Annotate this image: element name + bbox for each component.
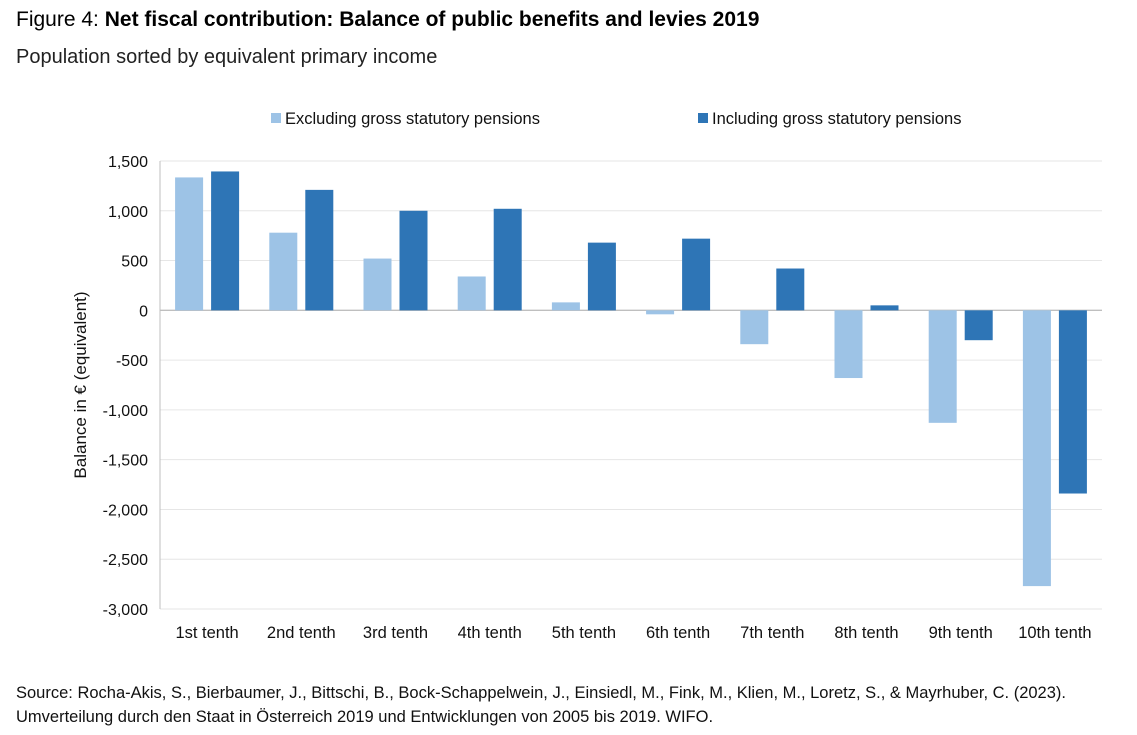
x-tick-label: 4th tenth: [458, 624, 522, 642]
bar-excluding-10: [1022, 310, 1051, 587]
chart-title: Figure 4: Net fiscal contribution: Balan…: [16, 8, 759, 32]
y-tick-label: 1,500: [108, 154, 148, 171]
bar-including-4: [493, 208, 522, 311]
source-note: Source: Rocha-Akis, S., Bierbaumer, J., …: [16, 684, 1066, 726]
y-tick-label: -1,500: [103, 453, 148, 470]
y-tick-label: -2,000: [103, 502, 148, 519]
bar-excluding-9: [928, 310, 957, 423]
y-tick-label: -1,000: [103, 403, 148, 420]
y-tick-label: -3,000: [103, 602, 148, 619]
legend: Excluding gross statutory pensions Includ…: [271, 110, 961, 128]
bar-excluding-8: [834, 310, 863, 379]
legend-label: Including gross statutory pensions: [712, 110, 961, 128]
bar-excluding-6: [646, 310, 675, 315]
bar-including-10: [1058, 310, 1087, 494]
bar-excluding-5: [551, 302, 580, 311]
legend-swatch: [698, 113, 708, 123]
bar-including-6: [682, 238, 711, 311]
chart-subtitle: Population sorted by equivalent primary …: [16, 46, 438, 68]
x-tick-label: 10th tenth: [1018, 624, 1091, 642]
bar-including-9: [964, 310, 993, 341]
bar-excluding-7: [740, 310, 769, 345]
y-axis-label: Balance in € (equivalent): [71, 291, 90, 478]
x-tick-label: 6th tenth: [646, 624, 710, 642]
bar-including-2: [305, 189, 334, 311]
bar-excluding-4: [457, 276, 486, 311]
legend-swatch: [271, 113, 281, 123]
bars: [175, 171, 1087, 587]
x-tick-label: 5th tenth: [552, 624, 616, 642]
bar-including-5: [587, 242, 616, 311]
bar-including-1: [211, 171, 240, 311]
x-tick-label: 9th tenth: [929, 624, 993, 642]
title-text: Net fiscal contribution: Balance of publ…: [104, 8, 760, 31]
x-axis-ticks: 1st tenth 2nd tenth 3rd tenth 4th tenth 5th …: [175, 624, 1091, 642]
figure-label: Figure 4:: [16, 8, 99, 31]
y-tick-label: 500: [121, 254, 148, 271]
bar-excluding-1: [175, 177, 204, 311]
bar-including-8: [870, 305, 899, 311]
y-tick-label: 0: [139, 303, 148, 320]
x-tick-label: 8th tenth: [834, 624, 898, 642]
y-tick-label: 1,000: [108, 204, 148, 221]
x-tick-label: 1st tenth: [175, 624, 238, 642]
gridlines: [159, 160, 1102, 610]
y-tick-label: -500: [116, 353, 148, 370]
x-tick-label: 3rd tenth: [363, 624, 428, 642]
x-tick-label: 2nd tenth: [267, 624, 336, 642]
bar-excluding-2: [269, 232, 298, 311]
bar-including-3: [399, 210, 428, 311]
y-axis-ticks: 1,500 1,000 500 0 -500 -1,000 -1,500 -2,000 -2,5…: [103, 154, 148, 619]
bar-including-7: [776, 268, 805, 311]
x-tick-label: 7th tenth: [740, 624, 804, 642]
legend-label: Excluding gross statutory pensions: [285, 110, 540, 128]
bar-excluding-3: [363, 258, 392, 311]
y-tick-label: -2,500: [103, 552, 148, 569]
